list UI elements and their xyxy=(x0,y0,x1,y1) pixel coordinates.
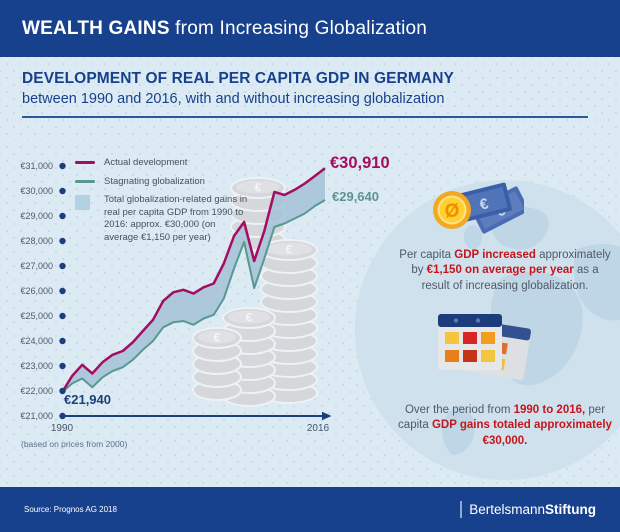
y-axis-bullet-icon xyxy=(59,312,66,320)
y-axis: €31,000 €30,000 €29,000 €28,000 €27,000 €26,0… xyxy=(20,161,66,421)
y-axis-label: €22,000 xyxy=(20,386,53,396)
coin-top-face xyxy=(236,180,280,194)
end-value-actual: €30,910 xyxy=(330,154,390,172)
chart-heading: DEVELOPMENT OF REAL PER CAPITA GDP IN GE… xyxy=(22,70,454,87)
header-bar: WEALTH GAINS from Increasing Globalizati… xyxy=(0,0,620,57)
y-axis-bullet-icon xyxy=(59,162,66,170)
bertelsmann-stiftung-logo: Bertelsmann Stiftung xyxy=(460,501,596,518)
y-axis-bullet-icon xyxy=(59,287,66,295)
y-axis-bullet-icon xyxy=(59,387,66,395)
coin-top-face xyxy=(228,310,270,324)
coin-top-face xyxy=(266,242,312,256)
highlighted-text: GDP gains totaled approximately €30,000. xyxy=(431,419,612,448)
highlighted-text: GDP increased xyxy=(454,248,536,261)
coin-euro-symbol: € xyxy=(246,311,253,325)
stagnating-line-swatch-icon xyxy=(75,179,95,183)
source-note: Source: Prognos AG 2018 xyxy=(24,505,117,514)
highlighted-text: €1,150 on average per year xyxy=(426,264,574,277)
highlighted-text: 1990 to 2016, xyxy=(513,403,586,416)
y-axis-label: €24,000 xyxy=(20,336,53,346)
logo-text-regular: Bertelsmann xyxy=(469,502,546,517)
chart-legend: Actual development Stagnating globalizat… xyxy=(75,157,250,250)
divider-line xyxy=(22,116,588,118)
y-axis-bullet-icon xyxy=(59,362,66,370)
plain-text: Per capita xyxy=(399,248,455,261)
plain-text: per capita xyxy=(398,403,606,432)
gain-band-swatch-icon xyxy=(75,195,90,211)
legend-label: Stagnating globalization xyxy=(104,175,205,187)
y-axis-label: €25,000 xyxy=(20,311,53,321)
chart-footnote: (based on prices from 2000) xyxy=(21,439,128,449)
y-axis-bullet-icon xyxy=(59,237,66,245)
legend-label: Total globalization-related gains in rea… xyxy=(104,194,248,243)
chart-area: € € € € €31,000 €30,000 €29,000 €28,000 €27,000… xyxy=(0,140,620,487)
start-value-label: €21,940 xyxy=(64,392,111,407)
legend-label: Actual development xyxy=(104,157,188,168)
coin-euro-symbol: € xyxy=(255,181,262,195)
y-axis-bullet-icon xyxy=(59,337,66,345)
page-title-bold: WEALTH GAINS xyxy=(22,17,170,39)
y-axis-bullet-icon xyxy=(59,187,66,195)
y-axis-label: €21,000 xyxy=(20,411,53,421)
y-axis-label: €29,000 xyxy=(20,211,53,221)
plain-text: Over the period from xyxy=(404,403,514,416)
legend-item-actual: Actual development xyxy=(75,157,250,170)
y-axis-bullet-icon xyxy=(59,262,66,270)
coin-and-banknotes-icon: € € Ø xyxy=(433,182,524,234)
coin-top-face xyxy=(198,330,236,344)
subheader-section: DEVELOPMENT OF REAL PER CAPITA GDP IN GE… xyxy=(0,57,620,140)
stagnating-line xyxy=(61,199,326,394)
coin-average-symbol: Ø xyxy=(445,201,460,222)
average-coin-icon: Ø xyxy=(433,191,471,229)
plain-text: as a result of increasing globalization. xyxy=(421,264,599,293)
y-axis-label: €30,000 xyxy=(20,186,53,196)
plain-text: approximately by xyxy=(411,248,611,277)
x-axis-arrow-icon xyxy=(322,411,332,421)
end-value-stagnating: €29,640 xyxy=(332,189,379,204)
page-title-rest: from Increasing Globalization xyxy=(169,17,428,39)
legend-item-stagnating: Stagnating globalization xyxy=(75,176,250,189)
y-axis-bullet-icon xyxy=(59,212,66,220)
x-tick-1990: 1990 xyxy=(51,423,74,434)
logo-text-bold: Stiftung xyxy=(545,502,596,517)
card-text-average-gain: Per capita GDP increased approximately b… xyxy=(398,248,612,296)
calendar-front-icon xyxy=(438,314,502,370)
footer-bar: Source: Prognos AG 2018 Bertelsmann Stift… xyxy=(0,487,620,532)
page-title: WEALTH GAINS from Increasing Globalizati… xyxy=(22,18,427,40)
chart-subheading: between 1990 and 2016, with and without … xyxy=(22,91,445,107)
actual-line xyxy=(60,167,326,394)
actual-line-swatch-icon xyxy=(75,161,95,164)
calendar-icon xyxy=(438,314,531,380)
coin-euro-symbol: € xyxy=(286,243,293,257)
y-axis-label: €27,000 xyxy=(20,261,53,271)
y-axis-label: €26,000 xyxy=(20,286,53,296)
gdp-chart: € € € € €31,000 €30,000 €29,000 €28,000 €27,000… xyxy=(20,161,332,434)
coin-euro-symbol: € xyxy=(214,331,221,345)
chart-plot xyxy=(60,167,326,394)
y-axis-label: €28,000 xyxy=(20,236,53,246)
logo-bar-icon xyxy=(460,501,463,518)
card-text-total-gain: Over the period from 1990 to 2016, per c… xyxy=(398,403,612,451)
y-axis-label: €31,000 xyxy=(20,161,53,171)
legend-item-gains: Total globalization-related gains in rea… xyxy=(75,194,250,244)
y-axis-label: €23,000 xyxy=(20,361,53,371)
x-tick-2016: 2016 xyxy=(307,423,330,434)
